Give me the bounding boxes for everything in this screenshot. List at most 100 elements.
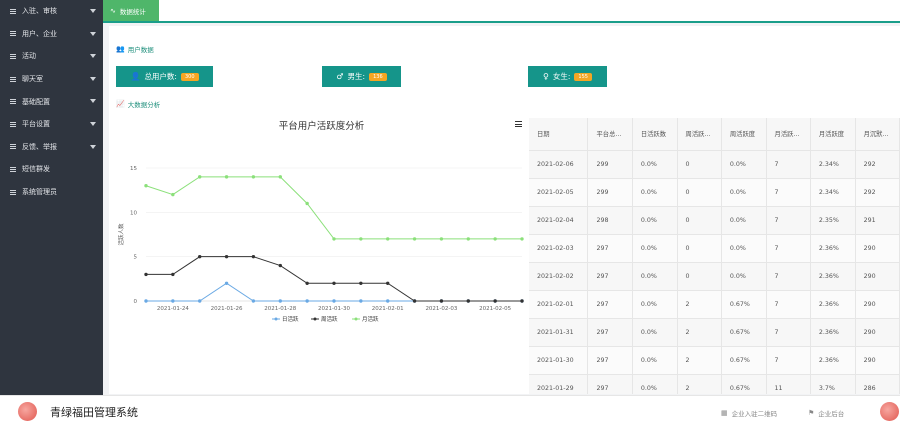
table-cell: 291 [855,206,900,235]
data-point [359,299,363,303]
table-cell: 0.67% [721,374,767,394]
data-point [251,299,256,303]
table-cell: 7 [766,346,811,375]
data-point [412,299,417,303]
data-point [386,281,390,285]
sidebar-item[interactable]: 短信群发 [0,158,103,181]
tab-data-statistics[interactable]: ∿ 数据统计 [103,0,159,21]
table-cell: 290 [855,346,900,375]
table-cell: 2.36% [810,234,856,263]
table-cell: 0.0% [632,178,678,207]
chart-title: 平台用户活跃度分析 [278,121,365,132]
table-cell: 2021-02-02 [529,262,589,291]
sidebar-item-label: 平台设置 [22,120,50,129]
sidebar-item[interactable]: 基础配置 [0,90,103,113]
table-cell: 290 [855,318,900,347]
table-cell: 7 [766,150,811,179]
table-cell: 0.67% [721,290,767,319]
table-header-cell[interactable]: 周活跃度 [721,118,767,151]
table-header-cell[interactable]: 平台总... [587,118,633,151]
qrcode-link[interactable]: ▦ 企业入驻二维码 [721,408,777,418]
sidebar-item[interactable]: 活动 [0,45,103,68]
system-title: 青绿福田管理系统 [50,406,138,419]
activity-line-chart: 0 5 10 15 活跃人数 2021-01-24 2021-01-26 2021-01-28… [117,166,524,323]
table-row: 2021-02-05 299 0.0% 0 0.0% 7 2.34% 292 [529,178,900,207]
table-header-cell[interactable]: 月沉默... [855,118,900,151]
data-point [171,192,175,197]
data-point [278,175,282,179]
users-icon: 👥 [116,45,125,53]
table-header-row: 日期 平台总... 日活跃数 周活跃... 周活跃度 月活跃... 月活跃度 月沉默... [529,118,900,151]
table-header-cell[interactable]: 周活跃... [677,118,722,151]
data-point [439,237,444,241]
table-cell: 0.0% [721,262,767,291]
caret-down-icon [90,99,96,104]
table-cell: 2021-02-05 [529,178,589,207]
series-line [145,176,522,240]
sidebar-item[interactable]: 入驻、审核 [0,0,103,23]
enterprise-backend-link[interactable]: ⚑ 企业后台 [808,408,844,418]
table-header-cell[interactable]: 月活跃... [766,118,811,151]
footer-bar: 青绿福田管理系统 ▦ 企业入驻二维码 ⚑ 企业后台 [0,395,900,427]
data-point [198,254,202,259]
caret-down-icon [90,9,96,13]
table-row: 2021-02-02 297 0.0% 0 0.0% 7 2.36% 290 [529,262,900,291]
table-cell: 2.34% [810,178,856,207]
table-cell: 2.36% [810,262,856,291]
table-cell: 0.0% [632,346,678,375]
table-cell: 0.0% [632,290,678,319]
table-row: 2021-01-30 297 0.0% 2 0.67% 7 2.36% 290 [529,346,900,375]
table-cell: 2.36% [810,318,856,347]
stat-total-users: 👤 总用户数: 300 [116,66,213,87]
list-icon [10,121,16,127]
user-data-title-text: 用户数据 [127,46,154,54]
table-cell: 2.36% [810,290,856,319]
x-tick-label: 2021-02-03 [425,306,457,312]
data-point [171,299,175,303]
table-cell: 0 [677,262,722,291]
brand-logo [18,402,37,421]
data-point [332,299,336,303]
stat-badge: 155 [574,72,592,81]
sidebar-item[interactable]: 用户、企业 [0,23,103,46]
data-point [466,237,470,241]
table-row: 2021-02-04 298 0.0% 0 0.0% 7 2.35% 291 [529,206,900,235]
sidebar-item[interactable]: 聊天室 [0,68,103,91]
table-header-cell[interactable]: 日活跃数 [632,118,678,151]
x-tick-label: 2021-01-26 [211,306,243,312]
sidebar-item[interactable]: 平台设置 [0,113,103,136]
sidebar-item[interactable]: 系统管理员 [0,181,103,204]
chart-menu-icon[interactable] [515,121,522,127]
table-header-cell[interactable]: 月活跃度 [810,118,856,151]
y-tick-label: 15 [130,166,137,172]
data-point [520,237,524,241]
table-row: 2021-02-01 297 0.0% 2 0.67% 7 2.36% 290 [529,290,900,319]
table-cell: 297 [587,290,633,319]
data-point [171,272,175,277]
sidebar-item[interactable]: 反馈、举报 [0,136,103,159]
table-cell: 297 [587,262,633,291]
tab-label: 数据统计 [119,7,146,16]
table-cell: 290 [855,262,900,291]
table-cell: 290 [855,234,900,263]
data-point [251,254,256,259]
table-row: 2021-01-31 297 0.0% 2 0.67% 7 2.36% 290 [529,318,900,347]
sidebar-item-label: 反馈、举报 [22,142,57,151]
stat-label: 总用户数: [144,72,177,81]
legend-label: 月活跃 [362,315,379,323]
data-point [332,237,336,241]
data-point [386,299,390,303]
table-cell: 2021-01-29 [529,374,589,394]
user-icon: 👤 [130,72,141,81]
list-icon [10,189,16,195]
table-cell: 299 [587,178,633,207]
table-cell: 0.67% [721,318,767,347]
avatar[interactable] [880,402,899,421]
table-cell: 2 [677,290,722,319]
table-header-cell[interactable]: 日期 [529,118,589,151]
table-cell: 2 [677,346,722,375]
table-cell: 292 [855,178,900,207]
caret-down-icon [90,121,96,126]
list-icon [10,166,16,172]
legend-marker [274,317,278,321]
